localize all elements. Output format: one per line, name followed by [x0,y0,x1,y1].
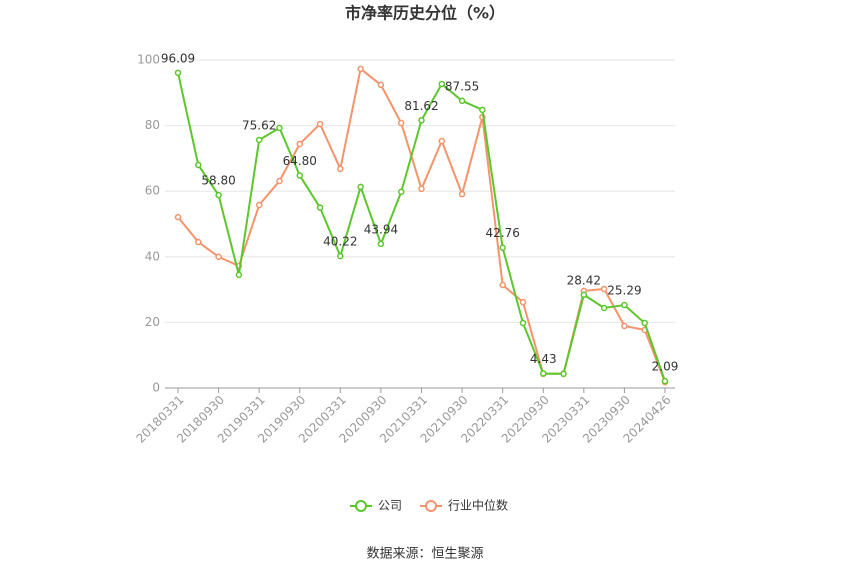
data-point [276,177,283,185]
data-point [499,244,506,251]
data-point [215,191,222,199]
y-tick-label: 40 [145,249,160,263]
data-point [438,137,446,145]
data-label: 42.76 [485,226,519,240]
y-tick-label: 100 [137,53,160,67]
data-point [600,304,608,312]
data-point [458,190,466,198]
data-point [519,319,527,327]
data-point [296,172,303,179]
y-tick-label: 60 [145,184,160,198]
data-point [418,185,425,193]
data-point [316,120,324,128]
data-point [418,117,425,124]
data-label: 4.43 [530,352,557,366]
data-point [661,377,669,385]
data-point [316,204,324,211]
data-point [357,65,364,73]
data-label: 58.80 [201,174,235,188]
data-point [519,298,527,306]
data-label: 75.62 [242,118,276,132]
data-point [337,252,344,260]
data-label: 64.80 [283,154,317,168]
data-point [438,80,446,88]
data-point [195,161,202,169]
data-label: 28.42 [567,273,601,287]
data-label: 25.29 [607,284,641,298]
data-point [580,291,588,299]
data-label: 96.09 [161,51,195,65]
data-point [215,253,222,261]
data-point [540,370,547,377]
data-point [174,213,182,221]
data-point [255,136,263,144]
legend-symbol [425,500,437,512]
data-point [479,106,486,114]
legend-item[interactable]: 行业中位数 [420,498,508,513]
legend-label: 行业中位数 [448,498,508,513]
data-point [397,119,405,127]
data-label: 87.55 [445,79,479,93]
data-point [235,271,243,279]
y-tick-label: 20 [145,315,160,329]
data-point [621,322,628,330]
data-point [397,188,405,196]
data-point [499,281,506,289]
data-point [174,69,182,77]
data-point [560,370,567,378]
data-point [600,285,608,293]
data-point [458,97,466,105]
y-tick-label: 0 [152,381,160,395]
data-point [377,240,385,248]
y-tick-label: 80 [145,118,160,132]
data-point [255,201,263,209]
data-point [276,124,283,132]
data-label: 40.22 [323,235,357,249]
data-point [296,140,303,148]
data-label: 2.09 [652,360,679,374]
data-point [337,165,344,173]
legend-symbol [355,500,367,512]
source-note: 数据来源：恒生聚源 [366,547,483,562]
data-point [357,183,364,191]
series-line [177,67,666,383]
data-point [621,301,628,309]
data-label: 43.94 [364,222,398,236]
data-point [641,319,648,327]
data-point [195,238,202,246]
legend-label: 公司 [378,499,402,513]
data-point [377,81,385,89]
legend-item[interactable]: 公司 [350,499,402,513]
data-label: 81.62 [404,99,438,113]
chart-title: 市净率历史分位（%） [345,4,505,23]
